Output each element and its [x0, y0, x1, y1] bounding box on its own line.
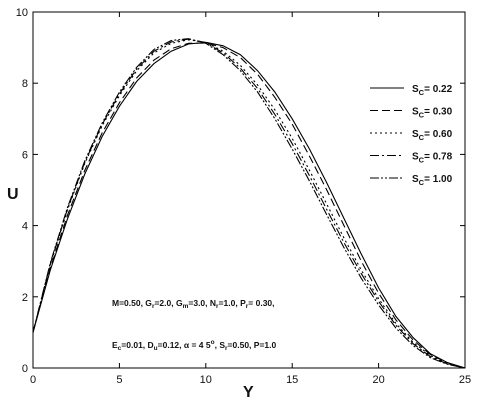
plot-frame — [32, 11, 466, 369]
legend-label-4: SC= 0.78 — [412, 152, 453, 165]
y-tick-label: 8 — [22, 78, 28, 90]
y-tick-label: 6 — [22, 149, 28, 161]
y-tick-label: 2 — [22, 292, 28, 304]
series-line-4 — [32, 38, 466, 369]
legend-label-1: SC= 0.22 — [412, 84, 453, 97]
legend-label-3: SC= 0.60 — [412, 129, 453, 142]
legend-label-2: SC= 0.30 — [412, 107, 453, 120]
x-tick-label: 5 — [116, 374, 122, 386]
y-tick-label: 10 — [16, 7, 28, 19]
y-tick-label: 0 — [22, 363, 28, 375]
legend: SC= 0.22 SC= 0.30 SC= 0.60 SC= 0.78 SC= 1.00 — [370, 84, 453, 187]
x-tick-label: 25 — [459, 374, 471, 386]
x-tick-label: 10 — [200, 374, 212, 386]
axis-ticks — [32, 11, 466, 369]
x-axis-title: Y — [243, 384, 254, 401]
annotation-line-1: M=0.50, Gr=2.0, Gm=3.0, Nr=1.0, Pr= 0.30… — [112, 298, 275, 310]
y-tick-label: 4 — [22, 221, 28, 233]
axis-tick-labels: 0 5 10 15 20 25 0 2 4 6 8 10 — [16, 7, 471, 386]
series-line-1 — [32, 41, 466, 369]
parameter-annotation: M=0.50, Gr=2.0, Gm=3.0, Nr=1.0, Pr= 0.30… — [112, 298, 276, 352]
series-group — [32, 38, 466, 369]
x-tick-label: 20 — [372, 374, 384, 386]
x-tick-label: 0 — [30, 374, 36, 386]
series-line-2 — [32, 42, 466, 369]
annotation-line-2: Ec=0.01, Du=0.12, α = 4 5o, Sr=0.50, P=1… — [112, 339, 276, 352]
x-tick-label: 15 — [286, 374, 298, 386]
legend-label-5: SC= 1.00 — [412, 174, 453, 187]
series-line-3 — [32, 39, 466, 369]
series-line-5 — [32, 38, 466, 369]
y-axis-title: U — [7, 186, 19, 203]
